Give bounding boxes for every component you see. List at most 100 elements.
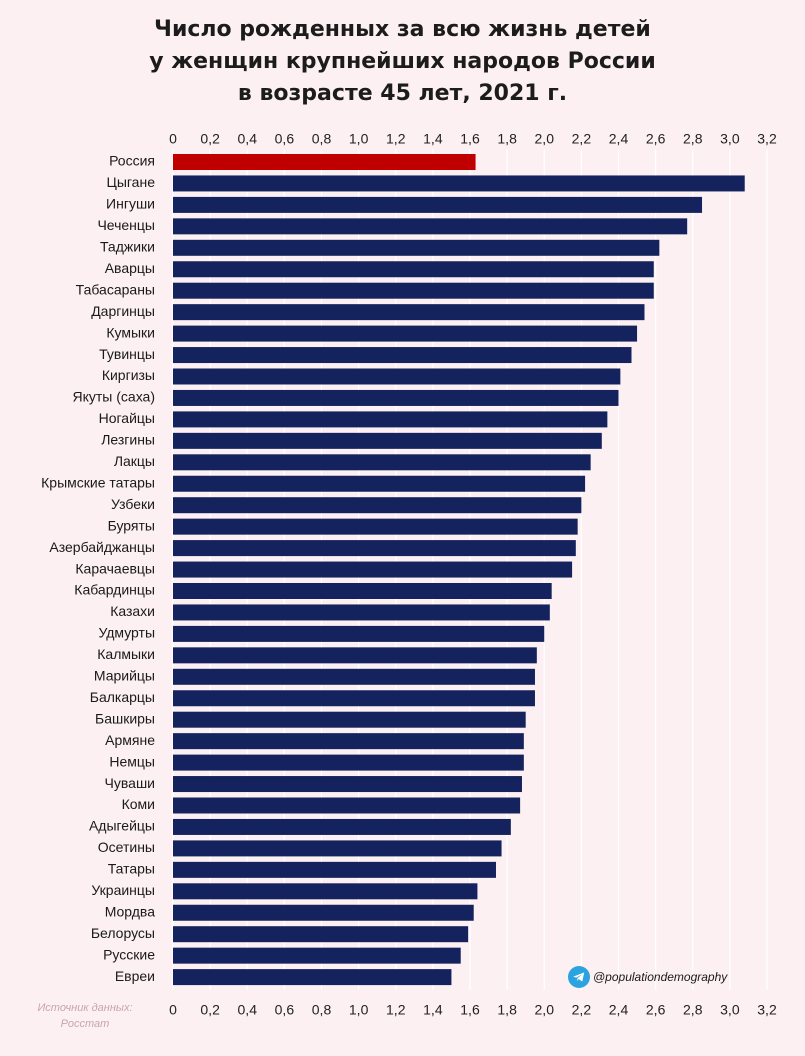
x-tick-label-top: 1,4 <box>423 131 443 147</box>
x-tick-label-top: 3,2 <box>757 131 777 147</box>
x-tick-label-bottom: 3,0 <box>720 1002 740 1018</box>
x-tick-label-top: 2,8 <box>683 131 703 147</box>
credit[interactable]: @populationdemography <box>568 966 727 988</box>
x-tick-label-bottom: 3,2 <box>757 1002 777 1018</box>
chart-title-line-3: в возрасте 45 лет, 2021 г. <box>237 81 568 106</box>
category-label: Цыгане <box>106 174 155 190</box>
x-tick-label-top: 2,2 <box>572 131 592 147</box>
category-label: Якуты (саха) <box>73 389 156 405</box>
bar <box>173 497 582 514</box>
category-label: Коми <box>122 796 155 812</box>
bar <box>173 154 476 170</box>
bar <box>173 583 552 599</box>
category-label: Таджики <box>100 239 155 255</box>
bar <box>173 754 524 771</box>
bar <box>173 904 474 921</box>
category-label: Ногайцы <box>99 410 155 426</box>
x-tick-label-bottom: 0,6 <box>275 1002 295 1018</box>
category-label: Ингуши <box>106 196 155 212</box>
category-label: Россия <box>109 153 155 169</box>
category-label: Даргинцы <box>91 303 155 319</box>
category-label: Калмыки <box>97 646 155 662</box>
category-label: Табасараны <box>76 281 155 297</box>
category-label: Башкиры <box>95 710 155 726</box>
x-tick-label-bottom: 1,8 <box>497 1002 517 1018</box>
category-label: Тувинцы <box>99 346 155 362</box>
x-tick-label-top: 2,4 <box>609 131 629 147</box>
x-tick-label-top: 1,8 <box>497 131 517 147</box>
category-label: Аварцы <box>105 260 155 276</box>
category-label: Украинцы <box>91 882 155 898</box>
category-label: Буряты <box>108 517 155 533</box>
category-label: Кумыки <box>106 324 155 340</box>
source-note-line-2: Росстат <box>60 1018 110 1030</box>
bar <box>173 454 591 471</box>
category-label: Татары <box>108 861 155 877</box>
bar <box>173 776 522 793</box>
x-tick-label-bottom: 0,4 <box>238 1002 258 1018</box>
bar <box>173 196 703 213</box>
category-label: Марийцы <box>94 668 155 684</box>
bar <box>173 432 602 449</box>
bar <box>173 389 619 406</box>
x-tick-label-bottom: 0,8 <box>312 1002 332 1018</box>
x-tick-label-top: 0,4 <box>238 131 258 147</box>
x-tick-label-bottom: 1,0 <box>349 1002 369 1018</box>
x-tick-label-top: 0,2 <box>200 131 220 147</box>
bar <box>173 175 745 192</box>
category-label: Мордва <box>105 903 156 919</box>
bar <box>173 969 452 986</box>
bar <box>173 625 545 642</box>
category-label: Осетины <box>98 839 155 855</box>
x-tick-label-bottom: 0 <box>169 1002 177 1018</box>
telegram-icon <box>568 966 590 988</box>
bar <box>173 647 537 664</box>
x-tick-label-top: 1,6 <box>460 131 480 147</box>
x-tick-label-top: 0,6 <box>275 131 295 147</box>
x-tick-label-top: 0,8 <box>312 131 332 147</box>
category-label: Киргизы <box>102 367 155 383</box>
bar <box>173 818 511 835</box>
bar <box>173 797 521 814</box>
bar <box>173 668 535 685</box>
x-tick-label-bottom: 1,4 <box>423 1002 443 1018</box>
chart-title-line-1: Число рожденных за всю жизнь детей <box>154 17 651 42</box>
chart-title: Число рожденных за всю жизнь детей у жен… <box>0 14 805 110</box>
bar <box>173 239 660 256</box>
category-label: Азербайджанцы <box>49 539 155 555</box>
credit-handle: @populationdemography <box>593 970 728 984</box>
source-note: Источник данных: Росстат <box>20 1000 150 1032</box>
x-tick-label-top: 2,0 <box>535 131 555 147</box>
bar <box>173 261 654 278</box>
category-label: Удмурты <box>98 625 155 641</box>
x-tick-label-top: 2,6 <box>646 131 666 147</box>
x-tick-label-bottom: 2,8 <box>683 1002 703 1018</box>
category-label: Карачаевцы <box>75 560 155 576</box>
x-tick-label-bottom: 2,2 <box>572 1002 592 1018</box>
bar <box>173 840 502 857</box>
category-label: Казахи <box>110 603 155 619</box>
bar <box>173 561 573 578</box>
bar <box>173 926 469 943</box>
x-tick-label-top: 1,0 <box>349 131 369 147</box>
bar <box>173 218 688 235</box>
category-label: Евреи <box>115 968 155 984</box>
x-tick-label-bottom: 2,0 <box>535 1002 555 1018</box>
x-tick-label-bottom: 2,6 <box>646 1002 666 1018</box>
category-label: Узбеки <box>111 496 155 512</box>
bar <box>173 540 576 557</box>
bar <box>173 304 645 321</box>
x-tick-label-top: 3,0 <box>720 131 740 147</box>
bar <box>173 347 632 364</box>
bar <box>173 947 461 964</box>
category-label: Белорусы <box>91 925 155 941</box>
category-label: Адыгейцы <box>89 818 155 834</box>
bar <box>173 518 578 535</box>
x-tick-label-bottom: 2,4 <box>609 1002 629 1018</box>
category-label: Чуваши <box>105 775 155 791</box>
category-label: Немцы <box>109 753 155 769</box>
category-label: Кабардинцы <box>74 582 155 598</box>
bar <box>173 282 654 299</box>
bar <box>173 861 496 878</box>
